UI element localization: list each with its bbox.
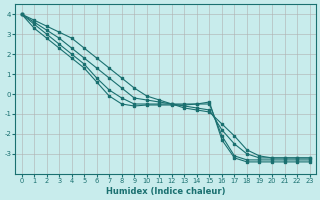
X-axis label: Humidex (Indice chaleur): Humidex (Indice chaleur) — [106, 187, 225, 196]
